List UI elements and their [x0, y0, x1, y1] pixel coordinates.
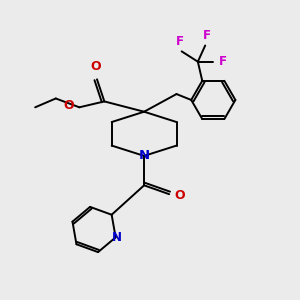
Text: O: O: [174, 189, 185, 202]
Text: F: F: [203, 29, 211, 42]
Text: O: O: [63, 99, 74, 112]
Text: N: N: [112, 231, 122, 244]
Text: O: O: [90, 60, 101, 74]
Text: F: F: [219, 55, 227, 68]
Text: F: F: [176, 34, 184, 47]
Text: N: N: [139, 149, 150, 162]
